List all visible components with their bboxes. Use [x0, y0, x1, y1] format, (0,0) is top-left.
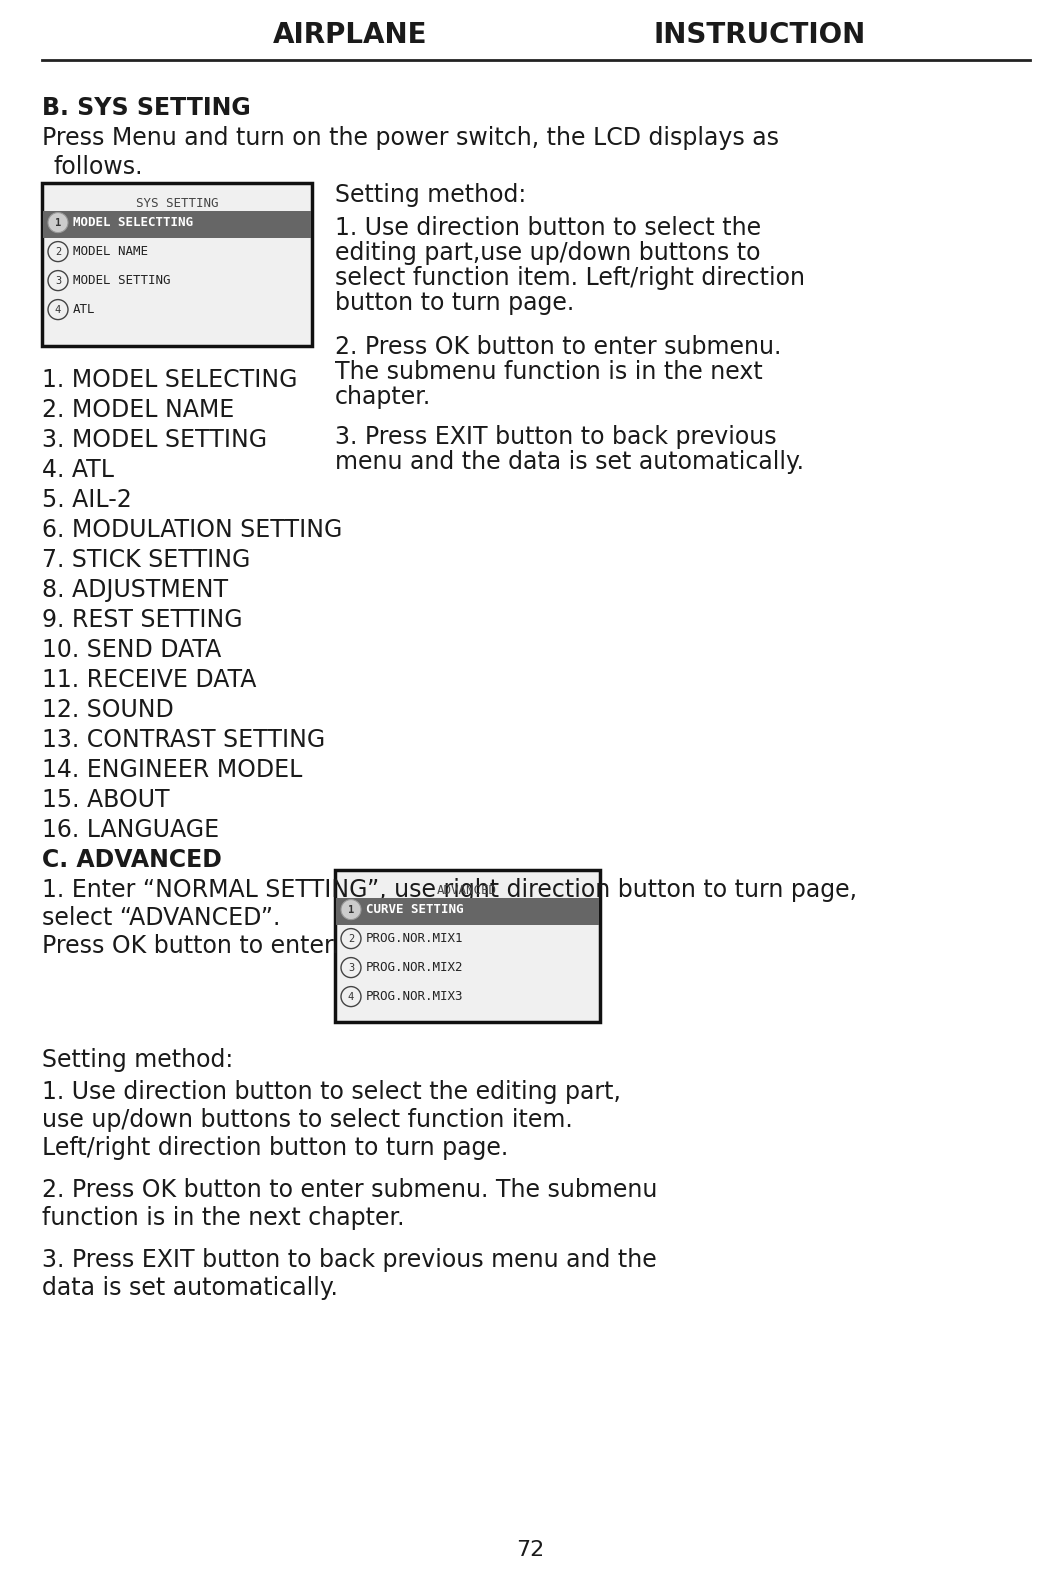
Text: B. SYS SETTING: B. SYS SETTING	[42, 96, 250, 120]
Text: 1. Enter “NORMAL SETTING”, use right direction button to turn page,: 1. Enter “NORMAL SETTING”, use right dir…	[42, 878, 857, 902]
Circle shape	[341, 900, 361, 919]
Text: 4: 4	[348, 992, 354, 1001]
Text: 3. Press EXIT button to back previous menu and the: 3. Press EXIT button to back previous me…	[42, 1248, 657, 1272]
Text: C. ADVANCED: C. ADVANCED	[42, 848, 222, 872]
Text: MODEL NAME: MODEL NAME	[73, 246, 147, 258]
Text: PROG.NOR.MIX3: PROG.NOR.MIX3	[366, 990, 464, 1003]
Text: 1. Use direction button to select the: 1. Use direction button to select the	[335, 216, 761, 239]
Text: 15. ABOUT: 15. ABOUT	[42, 789, 170, 812]
Text: 10. SEND DATA: 10. SEND DATA	[42, 637, 222, 663]
Text: Setting method:: Setting method:	[335, 183, 526, 208]
Text: follows.: follows.	[54, 154, 143, 179]
Text: 1: 1	[348, 905, 354, 914]
Text: SYS SETTING: SYS SETTING	[136, 197, 219, 209]
Text: MODEL SELECTTING: MODEL SELECTTING	[73, 216, 193, 230]
Text: Setting method:: Setting method:	[42, 1048, 233, 1072]
Bar	[42, 183, 312, 346]
Text: 8. ADJUSTMENT: 8. ADJUSTMENT	[42, 578, 228, 601]
Text: 14. ENGINEER MODEL: 14. ENGINEER MODEL	[42, 759, 302, 782]
Text: 72: 72	[516, 1539, 544, 1560]
Text: INSTRUCTION: INSTRUCTION	[654, 20, 866, 49]
Text: Left/right direction button to turn page.: Left/right direction button to turn page…	[42, 1136, 508, 1160]
Text: 9. REST SETTING: 9. REST SETTING	[42, 608, 243, 633]
Text: 3: 3	[348, 963, 354, 973]
Text: The submenu function is in the next: The submenu function is in the next	[335, 360, 763, 384]
Text: 3. MODEL SETTING: 3. MODEL SETTING	[42, 428, 267, 452]
Text: 4. ATL: 4. ATL	[42, 458, 114, 482]
Text: data is set automatically.: data is set automatically.	[42, 1277, 337, 1300]
Text: 16. LANGUAGE: 16. LANGUAGE	[42, 818, 220, 842]
Text: ADVANCED: ADVANCED	[437, 885, 497, 897]
Circle shape	[48, 212, 68, 233]
Text: 13. CONTRAST SETTING: 13. CONTRAST SETTING	[42, 729, 326, 752]
Text: Press Menu and turn on the power switch, the LCD displays as: Press Menu and turn on the power switch,…	[42, 126, 779, 150]
Text: 2. MODEL NAME: 2. MODEL NAME	[42, 398, 234, 422]
Bar	[335, 870, 601, 1022]
Text: 11. RECEIVE DATA: 11. RECEIVE DATA	[42, 667, 257, 693]
Text: 2: 2	[348, 933, 354, 943]
Text: 7. STICK SETTING: 7. STICK SETTING	[42, 548, 250, 571]
Text: select function item. Left/right direction: select function item. Left/right directi…	[335, 266, 805, 290]
Text: 2. Press OK button to enter submenu.: 2. Press OK button to enter submenu.	[335, 335, 781, 359]
Text: select “ADVANCED”.: select “ADVANCED”.	[42, 907, 280, 930]
Text: MODEL SETTING: MODEL SETTING	[73, 274, 171, 286]
Text: 1. Use direction button to select the editing part,: 1. Use direction button to select the ed…	[42, 1080, 621, 1103]
Text: chapter.: chapter.	[335, 386, 431, 409]
Text: 4: 4	[55, 305, 62, 315]
Text: menu and the data is set automatically.: menu and the data is set automatically.	[335, 450, 804, 474]
Text: use up/down buttons to select function item.: use up/down buttons to select function i…	[42, 1108, 573, 1132]
Text: CURVE SETTING: CURVE SETTING	[366, 903, 464, 916]
Text: Press OK button to enter.: Press OK button to enter.	[42, 933, 340, 959]
Text: PROG.NOR.MIX1: PROG.NOR.MIX1	[366, 932, 464, 944]
Text: function is in the next chapter.: function is in the next chapter.	[42, 1206, 404, 1229]
Text: AIRPLANE: AIRPLANE	[273, 20, 428, 49]
Text: 6. MODULATION SETTING: 6. MODULATION SETTING	[42, 518, 343, 541]
Bar	[44, 211, 311, 238]
Text: 2. Press OK button to enter submenu. The submenu: 2. Press OK button to enter submenu. The…	[42, 1177, 658, 1203]
Text: editing part,use up/down buttons to: editing part,use up/down buttons to	[335, 241, 761, 264]
Text: 3: 3	[55, 275, 62, 285]
Text: 1: 1	[55, 217, 62, 228]
Text: 1. MODEL SELECTING: 1. MODEL SELECTING	[42, 368, 297, 392]
Text: 2: 2	[55, 247, 62, 257]
Text: 5. AIL-2: 5. AIL-2	[42, 488, 132, 512]
Text: PROG.NOR.MIX2: PROG.NOR.MIX2	[366, 962, 464, 974]
Text: 3. Press EXIT button to back previous: 3. Press EXIT button to back previous	[335, 425, 777, 449]
Text: ATL: ATL	[73, 304, 95, 316]
Bar	[336, 899, 599, 926]
Text: 12. SOUND: 12. SOUND	[42, 697, 174, 722]
Text: button to turn page.: button to turn page.	[335, 291, 574, 315]
